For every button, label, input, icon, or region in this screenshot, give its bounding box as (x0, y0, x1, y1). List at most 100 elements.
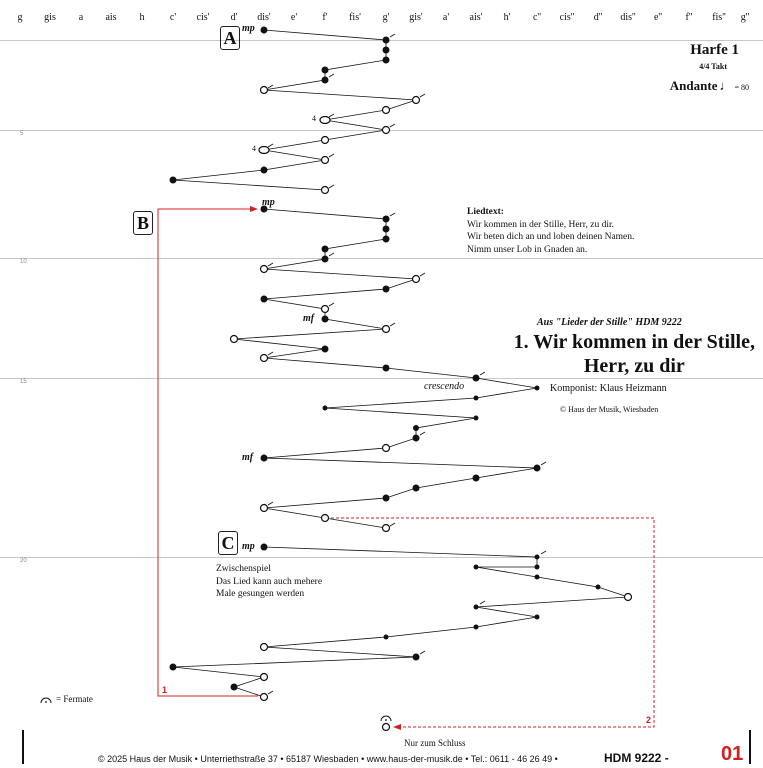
note (381, 105, 391, 115)
note-name: g (17, 12, 23, 23)
note (382, 364, 390, 372)
note-name: f'' (685, 12, 693, 23)
dynamic-mark: mp (262, 197, 275, 208)
catalog-number: HDM 9222 - (604, 751, 669, 765)
fermata-legend-text: = Fermate (56, 694, 93, 704)
note (382, 225, 390, 233)
note (473, 415, 479, 421)
note (320, 304, 330, 314)
note-name: cis' (196, 12, 210, 23)
page-border-bar (749, 730, 751, 764)
composer: Komponist: Klaus Heizmann (550, 383, 667, 394)
note-name: e' (290, 12, 298, 23)
note (412, 484, 420, 492)
note (260, 26, 268, 34)
note (258, 145, 270, 155)
song-title: 1. Wir kommen in der Stille, Herr, zu di… (514, 330, 755, 378)
repeat-arrow (393, 724, 401, 730)
fermata-icon (380, 715, 392, 722)
note-name: gis' (409, 12, 423, 23)
note-name: c' (169, 12, 177, 23)
song-title-line: Herr, zu dir (583, 355, 685, 377)
note (473, 395, 479, 401)
note (320, 155, 330, 165)
note (413, 425, 419, 431)
note (382, 494, 390, 502)
note-name: cis'' (559, 12, 575, 23)
final-note (381, 722, 391, 732)
note-name: c'' (532, 12, 542, 23)
note (260, 166, 268, 174)
note (411, 95, 421, 105)
ending-note: Nur zum Schluss (404, 738, 466, 748)
fermata-icon (40, 697, 52, 703)
note (259, 642, 269, 652)
tempo-value: = 80 (734, 83, 749, 92)
note-name: fis' (349, 12, 361, 23)
page-number: 01 (721, 743, 744, 765)
interlude-note: Zwischenspiel Das Lied kann auch mehere … (216, 563, 322, 601)
note (412, 653, 420, 661)
note (534, 385, 540, 391)
note-name: g'' (740, 12, 750, 23)
measure-line (0, 40, 763, 41)
measure-line (0, 378, 763, 379)
measure-line (0, 557, 763, 558)
note (381, 443, 391, 453)
note (412, 434, 420, 442)
note (382, 285, 390, 293)
note (321, 315, 329, 323)
note (473, 604, 479, 610)
measure-number: 5 (20, 131, 24, 137)
dynamic-mark: mp (242, 23, 255, 34)
lyrics-line: Wir kommen in der Stille, Herr, zu dir. (467, 219, 614, 230)
note (382, 215, 390, 223)
note (472, 374, 480, 382)
note (169, 663, 177, 671)
melody-line (172, 29, 417, 191)
repeat-bracket-2 (331, 517, 655, 728)
repeat-arrow (250, 206, 258, 212)
note (321, 345, 329, 353)
note (229, 334, 239, 344)
lyrics-line: Wir beten dich an und loben deinen Namen… (467, 232, 635, 242)
note (230, 683, 238, 691)
measure-number: 15 (20, 379, 27, 385)
note (595, 584, 601, 590)
dynamic-mark: mf (303, 313, 315, 324)
lyrics-heading: Liedtext: (467, 207, 504, 217)
time-signature: 4/4 Takt (699, 62, 727, 71)
note (382, 36, 390, 44)
note (534, 564, 540, 570)
note (260, 205, 268, 213)
note-name: h' (503, 12, 511, 23)
note (259, 692, 269, 702)
instrument-title: Harfe 1 (690, 42, 739, 58)
note (260, 454, 268, 462)
note-name: f' (322, 12, 328, 23)
measure-number: 10 (20, 259, 27, 265)
note (321, 76, 329, 84)
note (381, 523, 391, 533)
fingering: 4 (252, 144, 256, 153)
song-source: Aus "Lieder der Stille" HDM 9222 (537, 317, 682, 328)
repeat-bracket-1 (157, 208, 258, 697)
interlude-line: Zwischenspiel (216, 564, 271, 574)
note (472, 474, 480, 482)
note (381, 324, 391, 334)
note (411, 274, 421, 284)
fermata-dot (385, 719, 387, 721)
note-name: g' (382, 12, 390, 23)
note-name: a' (442, 12, 450, 23)
lyrics-line: Nimm unser Lob in Gnaden an. (467, 244, 588, 255)
measure-line (0, 258, 763, 259)
note (382, 46, 390, 54)
note (259, 672, 269, 682)
publisher-copyright: © Haus der Musik, Wiesbaden (560, 405, 659, 414)
fermata-legend: = Fermate (40, 694, 93, 704)
note (473, 564, 479, 570)
note (320, 185, 330, 195)
note-name: gis (44, 12, 56, 23)
note (319, 115, 331, 125)
